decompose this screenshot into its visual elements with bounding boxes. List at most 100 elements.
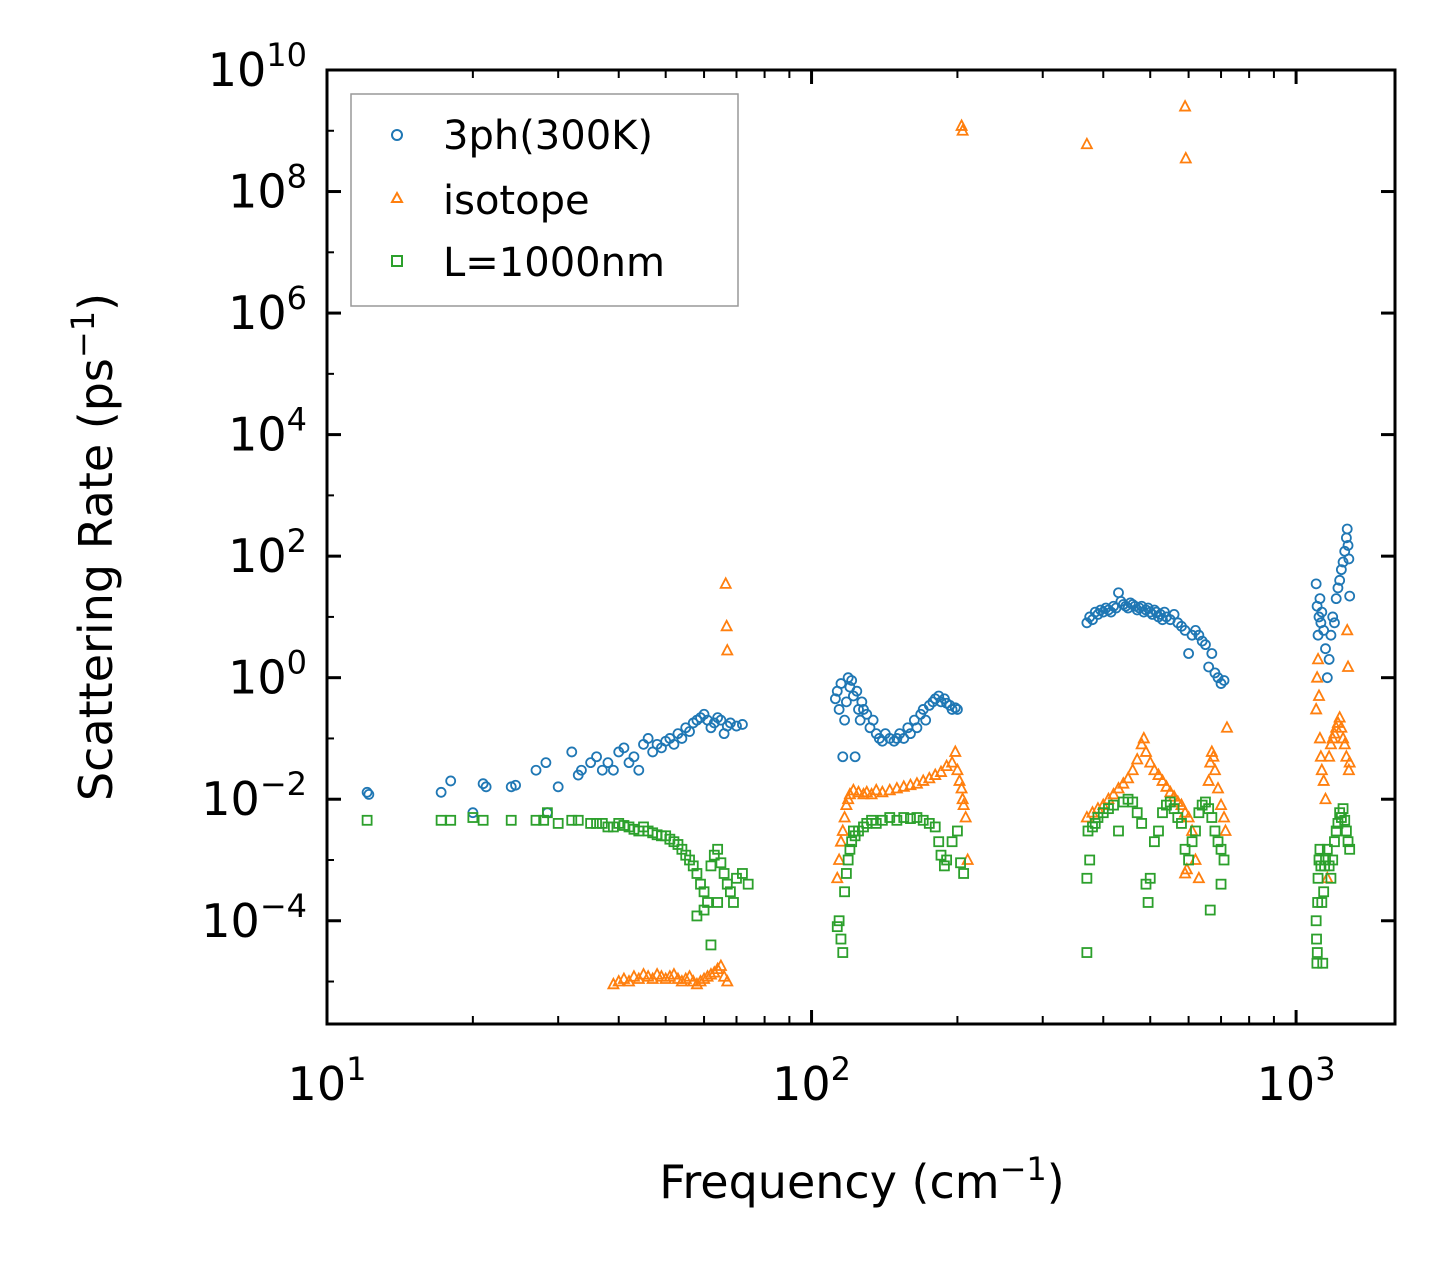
data-point xyxy=(1209,825,1221,837)
x-tick-label: 102 xyxy=(772,1050,851,1111)
data-point xyxy=(663,969,677,982)
data-point xyxy=(839,797,853,811)
data-point xyxy=(1107,786,1121,800)
data-point xyxy=(1334,574,1346,586)
data-point xyxy=(1081,617,1093,629)
data-point xyxy=(566,746,578,758)
data-point xyxy=(1340,825,1352,837)
data-point xyxy=(718,868,730,879)
data-point xyxy=(1218,854,1230,866)
data-point xyxy=(838,810,852,823)
data-point xyxy=(854,714,866,726)
data-point xyxy=(1130,752,1144,765)
data-point xyxy=(917,814,929,826)
data-point xyxy=(955,857,966,869)
data-point xyxy=(1147,762,1161,776)
data-point xyxy=(702,897,713,908)
data-point xyxy=(852,784,865,798)
y-tick-label: 100 xyxy=(228,644,307,705)
data-point xyxy=(934,764,948,777)
data-point xyxy=(541,807,553,819)
data-point xyxy=(505,814,517,826)
data-point xyxy=(1159,606,1170,618)
data-point xyxy=(835,933,847,945)
data-point xyxy=(1309,702,1323,715)
data-point xyxy=(1315,762,1329,776)
data-point xyxy=(830,870,844,884)
legend-marker-boundary xyxy=(391,255,403,267)
data-point xyxy=(1156,773,1169,786)
data-point xyxy=(1087,821,1098,833)
data-point xyxy=(1089,818,1101,829)
data-point xyxy=(361,786,373,798)
data-point xyxy=(1327,611,1339,623)
data-point xyxy=(1323,860,1335,872)
data-point xyxy=(952,704,963,715)
data-point xyxy=(720,643,734,656)
data-point xyxy=(695,878,706,890)
data-point xyxy=(1311,947,1323,958)
data-point xyxy=(833,915,845,927)
data-point xyxy=(1310,578,1322,590)
data-point xyxy=(1310,670,1324,683)
data-marks xyxy=(361,99,1357,990)
data-point xyxy=(836,823,850,836)
legend-box xyxy=(350,93,739,307)
data-point xyxy=(835,678,847,689)
data-point xyxy=(1341,659,1355,672)
data-point xyxy=(884,812,896,823)
data-point xyxy=(445,814,457,826)
data-point xyxy=(737,719,748,730)
data-point xyxy=(708,849,720,861)
data-point xyxy=(1339,749,1353,762)
legend-label-boundary: L=1000nm xyxy=(443,240,665,286)
data-point xyxy=(1151,767,1165,780)
data-point xyxy=(480,781,492,793)
data-point xyxy=(920,714,932,726)
data-point xyxy=(715,857,727,869)
data-point xyxy=(1126,762,1140,776)
data-point xyxy=(691,868,703,879)
data-point xyxy=(1183,854,1194,866)
data-point xyxy=(576,764,587,776)
data-point xyxy=(950,762,964,776)
data-point xyxy=(953,773,966,786)
data-point xyxy=(1314,593,1326,605)
data-point xyxy=(1324,736,1338,750)
data-point xyxy=(867,714,879,726)
data-point xyxy=(829,693,841,705)
data-point xyxy=(627,969,641,982)
data-point xyxy=(856,696,868,708)
data-point xyxy=(1136,818,1148,829)
data-point xyxy=(1182,810,1196,823)
data-point xyxy=(837,947,849,958)
data-point xyxy=(698,904,710,916)
data-point xyxy=(1200,639,1211,651)
data-point xyxy=(858,821,869,833)
data-point xyxy=(1203,755,1217,768)
data-point xyxy=(844,843,856,855)
data-point xyxy=(1180,861,1194,875)
y-tick-label: 10−2 xyxy=(201,765,307,826)
data-point xyxy=(618,742,630,754)
data-point xyxy=(707,965,721,978)
data-point xyxy=(1317,957,1329,969)
data-point xyxy=(1339,814,1351,826)
plot-frame xyxy=(325,68,1397,1026)
data-point xyxy=(1212,836,1224,848)
data-point xyxy=(941,854,953,866)
data-point xyxy=(719,576,733,589)
data-point xyxy=(840,868,852,879)
data-point xyxy=(1342,540,1354,551)
data-point xyxy=(1142,897,1154,908)
data-point xyxy=(1219,823,1232,836)
data-point xyxy=(1143,755,1157,768)
data-point xyxy=(591,751,602,763)
data-point xyxy=(510,779,521,791)
data-point xyxy=(1214,797,1228,811)
data-point xyxy=(839,714,850,726)
y-tick-label: 106 xyxy=(228,279,307,340)
y-tick-label: 102 xyxy=(228,522,307,583)
data-point xyxy=(956,123,970,136)
